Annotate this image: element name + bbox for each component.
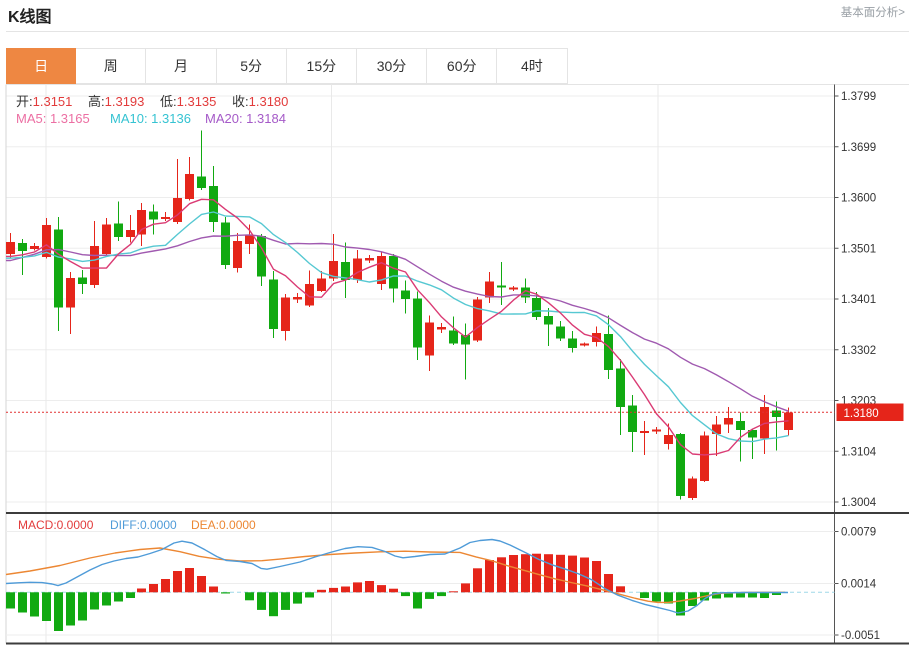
svg-text:MA5: 1.3165: MA5: 1.3165 bbox=[16, 111, 90, 126]
svg-text:高:1.3193: 高:1.3193 bbox=[88, 94, 144, 109]
svg-text:1.3799: 1.3799 bbox=[841, 91, 876, 103]
svg-text:1.3501: 1.3501 bbox=[841, 243, 876, 255]
svg-text:DIFF:0.0000: DIFF:0.0000 bbox=[110, 518, 177, 532]
svg-text:MACD:0.0000: MACD:0.0000 bbox=[18, 518, 94, 532]
svg-text:1.3600: 1.3600 bbox=[841, 193, 876, 205]
svg-text:1.3004: 1.3004 bbox=[841, 497, 877, 509]
svg-text:MA10: 1.3136: MA10: 1.3136 bbox=[110, 111, 191, 126]
svg-text:1.3699: 1.3699 bbox=[841, 142, 876, 154]
svg-text:0.0014: 0.0014 bbox=[841, 579, 877, 591]
svg-text:1.3302: 1.3302 bbox=[841, 345, 876, 357]
svg-text:-0.0051: -0.0051 bbox=[841, 630, 880, 642]
svg-text:低:1.3135: 低:1.3135 bbox=[160, 94, 216, 109]
svg-text:1.3180: 1.3180 bbox=[844, 408, 879, 420]
svg-text:收:1.3180: 收:1.3180 bbox=[232, 94, 288, 109]
svg-text:0.0079: 0.0079 bbox=[841, 527, 876, 539]
svg-text:1.3401: 1.3401 bbox=[841, 294, 876, 306]
svg-text:开:1.3151: 开:1.3151 bbox=[16, 94, 72, 109]
svg-text:MA20: 1.3184: MA20: 1.3184 bbox=[205, 111, 286, 126]
svg-text:DEA:0.0000: DEA:0.0000 bbox=[191, 518, 256, 532]
svg-text:1.3104: 1.3104 bbox=[841, 446, 877, 458]
